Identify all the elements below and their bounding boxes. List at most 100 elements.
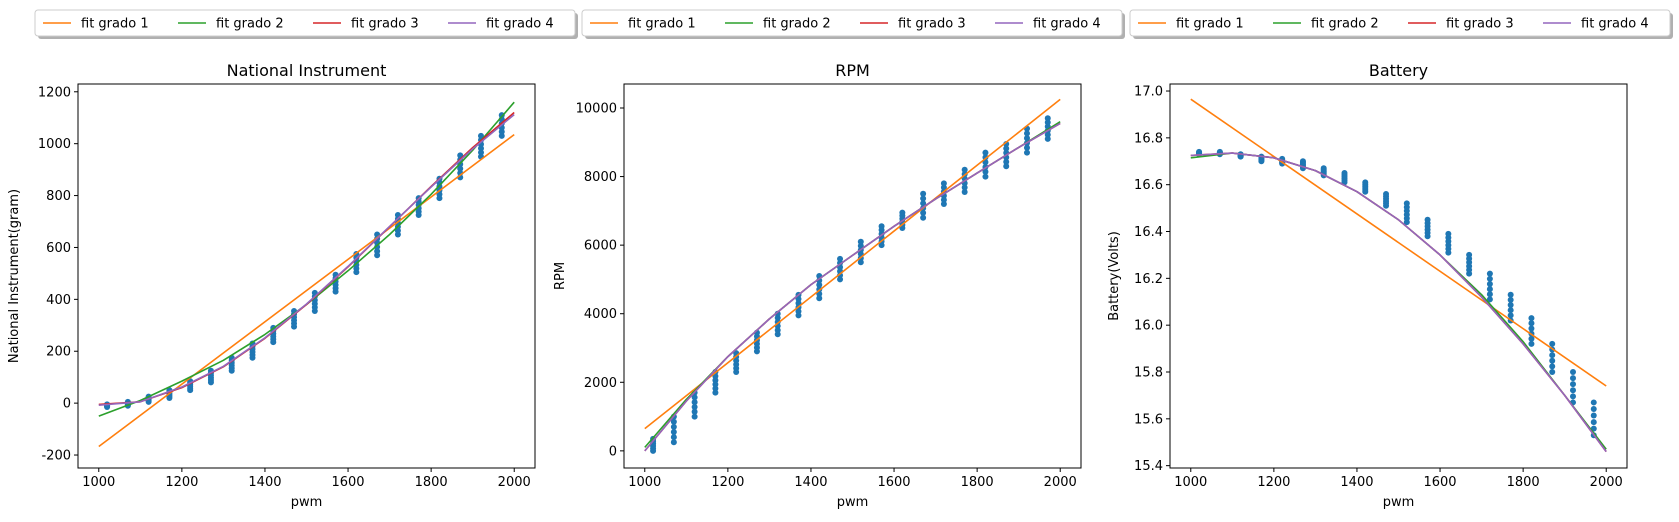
scatter-point-3 [691,399,698,406]
legend-2: fit grado 1 fit grado 2 fit grado 3 fit gra… [581,9,1125,39]
series-line-fit-grado-1 [644,98,1061,430]
x-tick-label: 2000 [498,475,531,490]
scatter-point-18 [1003,163,1010,170]
series-line-fit-grado-3 [98,111,515,406]
y-tick-label: 15.4 [1134,459,1163,474]
scatter-point-14 [920,209,927,216]
scatter-point-15 [1486,275,1493,282]
scatter-point-3 [691,408,698,415]
scatter-point-14 [920,200,927,207]
y-tick-label: 0 [63,397,71,412]
scatter-point-2 [670,423,677,430]
legend-frame [581,9,1123,37]
scatter-point-14 [374,252,381,259]
scatter-point-4 [712,381,719,388]
scatter-point-7 [1320,165,1327,172]
x-axis-label: pwm [291,495,323,510]
scatter-point-4 [712,385,719,392]
scatter-point-11 [857,259,864,266]
legend-frame [1129,9,1671,37]
scatter-point-15 [1486,270,1493,277]
y-tick-label: 1000 [38,137,71,152]
legend-label-2: fit grado 2 [763,17,831,32]
legend-label-2: fit grado 2 [216,17,284,32]
x-tick-label: 1000 [628,475,661,490]
x-tick-label: 1400 [794,475,827,490]
scatter-point-8 [795,300,802,307]
y-tick-label: 400 [46,293,71,308]
fit-lines [1190,98,1607,453]
scatter-point-20 [498,132,505,139]
y-tick-label: 17.0 [1134,85,1163,100]
scatter-point-19 [1023,135,1030,142]
y-axis-label: RPM [553,262,568,290]
scatter-point-15 [1486,286,1493,293]
series-line-fit-grado-3 [644,122,1061,452]
y-tick-label: 600 [46,241,71,256]
y-tick-label: 16.0 [1134,319,1163,334]
scatter-point-18 [1549,363,1556,370]
scatter-point-7 [774,310,781,317]
scatter-point-15 [940,184,947,191]
scatter-point-20 [498,128,505,135]
scatter-point-8 [795,295,802,302]
y-tick-label: 16.6 [1134,178,1163,193]
scatter-point-16 [1507,302,1514,309]
scatter-point-20 [1044,135,1051,142]
scatter-point-7 [774,314,781,321]
scatter-point-15 [1486,280,1493,287]
y-tick-label: 2000 [584,376,617,391]
x-tick-label: 1400 [248,475,281,490]
scatter-point-14 [920,190,927,197]
scatter-point-11 [857,238,864,245]
scatter-point-15 [940,201,947,207]
scatter-point-19 [1569,375,1576,382]
legend-3: fit grado 1 fit grado 2 fit grado 3 fit gra… [1129,9,1673,39]
legend-label-1: fit grado 1 [81,17,149,32]
scatter-point-19 [477,132,484,139]
scatter-point-17 [1528,315,1535,322]
x-axis-label: pwm [837,495,869,510]
series-line-fit-grado-2 [1190,152,1607,450]
scatter-point-20 [1590,412,1597,419]
y-tick-label: 15.6 [1134,412,1163,427]
axes-frame [1169,83,1628,469]
scatter-point-18 [1549,369,1556,375]
x-tick-label: 2000 [1590,475,1623,490]
x-axis-label: pwm [1383,495,1415,510]
chart-title: National Instrument [227,61,387,80]
chart-panel-3: fit grado 1 fit grado 2 fit grado 3 fit gra… [1107,9,1673,510]
scatter-point-9 [1362,179,1369,186]
scatter-point-14 [1466,251,1473,258]
scatter-point-8 [1341,169,1348,176]
scatter-point-19 [1569,393,1576,400]
scatter-point-19 [1023,130,1030,137]
scatter-point-13 [1445,230,1452,237]
x-tick-label: 1800 [415,475,448,490]
scatter-point-12 [878,223,885,230]
scatter-point-8 [795,308,802,315]
scatter-point-10 [837,255,844,262]
scatter-point-6 [1299,158,1306,165]
scatter-series [650,115,1051,454]
legend-label-1: fit grado 1 [1176,17,1244,32]
chart-panel-1: fit grado 1 fit grado 2 fit grado 3 fit gra… [7,9,578,510]
scatter-point-3 [691,394,698,401]
scatter-point-10 [837,276,844,283]
chart-title: RPM [835,61,870,80]
legend-label-3: fit grado 3 [898,17,966,32]
scatter-point-19 [477,149,484,156]
legend-label-4: fit grado 4 [1581,17,1649,32]
scatter-point-15 [940,196,947,203]
scatter-point-7 [774,331,781,338]
scatter-point-11 [857,242,864,249]
scatter-point-19 [1569,387,1576,394]
scatter-point-16 [1507,312,1514,319]
scatter-series [104,112,505,411]
x-tick-label: 1600 [877,475,910,490]
scatter-point-17 [1528,320,1535,327]
scatter-point-20 [1590,405,1597,412]
scatter-point-20 [1590,399,1597,406]
scatter-point-14 [920,214,927,221]
